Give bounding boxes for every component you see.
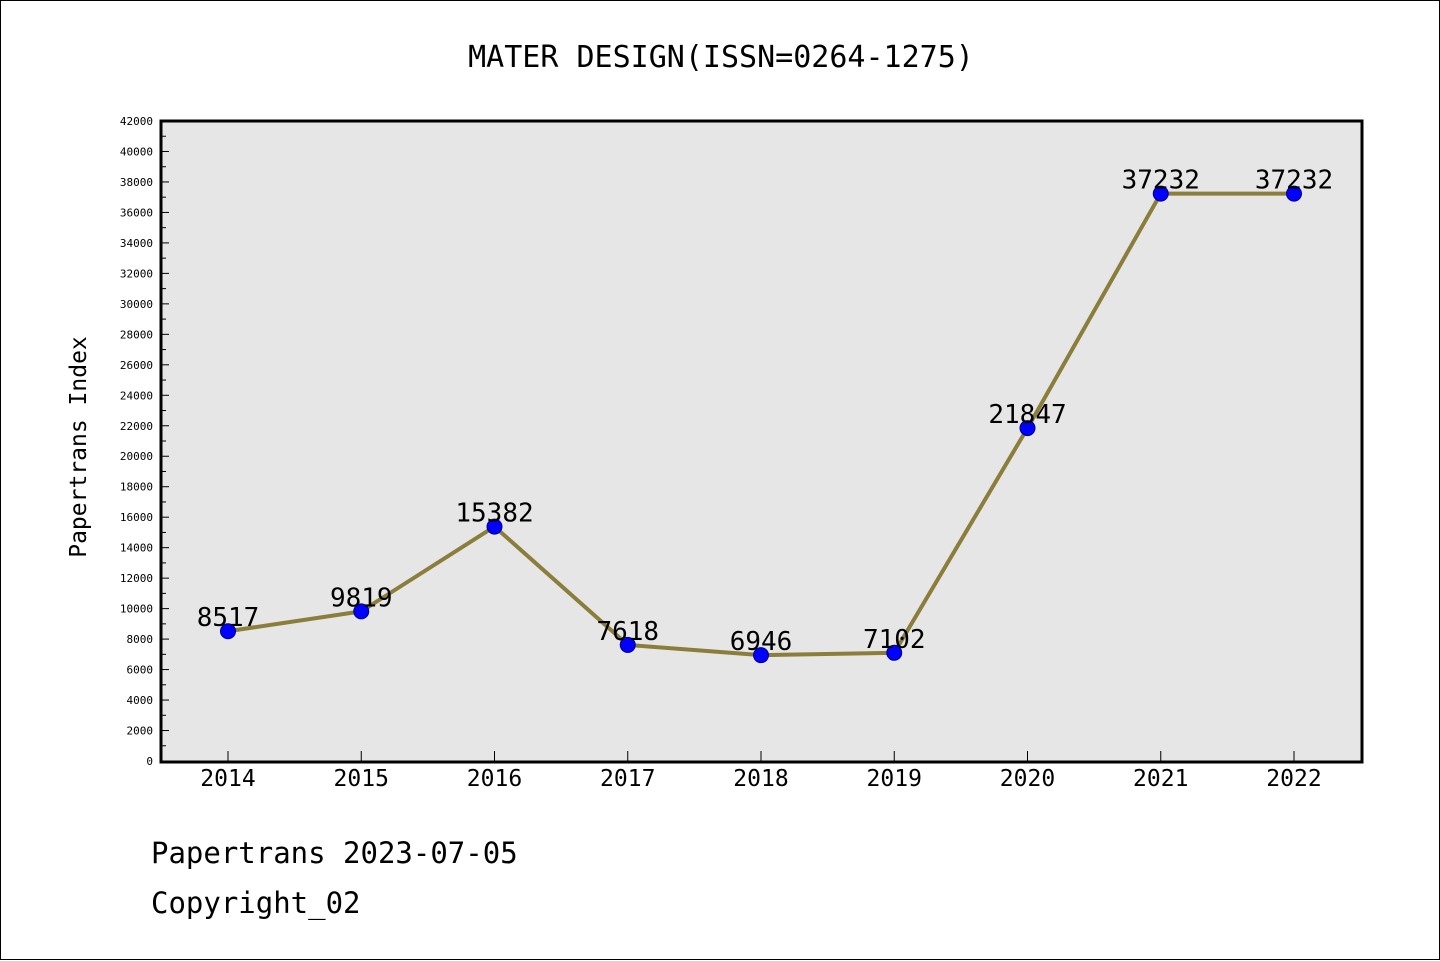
data-label: 37232 <box>1255 166 1333 196</box>
y-tick-label: 20000 <box>120 450 153 463</box>
y-tick-label: 30000 <box>120 298 153 311</box>
data-point-marker <box>353 603 370 620</box>
data-label: 37232 <box>1122 166 1200 196</box>
y-tick-label: 16000 <box>120 511 153 524</box>
y-axis: 0 2000 4000 6000 8000 10000 12000 14000 16000 180… <box>120 115 169 768</box>
data-point-marker <box>619 636 636 653</box>
data-label: 9819 <box>330 583 393 613</box>
chart-title: MATER DESIGN(ISSN=0264-1275) <box>468 40 974 75</box>
data-label: 7102 <box>863 625 926 655</box>
data-point-marker <box>486 518 503 535</box>
data-label: 6946 <box>730 627 793 657</box>
y-tick-label: 22000 <box>120 420 153 433</box>
data-label: 21847 <box>988 400 1066 430</box>
y-tick-label: 4000 <box>127 694 154 707</box>
y-tick-label: 28000 <box>120 328 153 341</box>
footer-copyright: Copyright_02 <box>151 886 361 920</box>
y-tick-label: 14000 <box>120 542 153 555</box>
data-point-marker <box>1286 185 1302 202</box>
plot-area <box>161 121 1362 762</box>
footer-date: Papertrans 2023-07-05 <box>151 836 518 870</box>
data-label: 8517 <box>197 603 260 633</box>
data-point-marker <box>220 623 236 640</box>
y-tick-label: 36000 <box>120 206 153 219</box>
y-tick-label: 38000 <box>120 176 153 189</box>
y-tick-label: 0 <box>146 755 153 768</box>
y-tick-label: 6000 <box>127 664 154 677</box>
x-tick-label: 2015 <box>334 766 389 792</box>
y-tick-label: 26000 <box>120 359 153 372</box>
x-tick-label: 2019 <box>867 766 922 792</box>
y-tick-label: 10000 <box>120 603 153 616</box>
data-point-marker <box>753 647 769 664</box>
y-tick-label: 34000 <box>120 237 153 250</box>
x-tick-label: 2017 <box>600 766 655 792</box>
marker-group <box>220 185 1302 664</box>
data-point-marker <box>1152 185 1169 202</box>
data-label: 15382 <box>455 499 533 529</box>
x-axis: 2014 2015 2016 2017 2018 2019 2020 2021 2022 <box>200 751 1322 792</box>
x-tick-label: 2016 <box>467 766 522 792</box>
x-tick-label: 2018 <box>733 766 788 792</box>
y-tick-label: 12000 <box>120 572 153 585</box>
data-label: 7618 <box>596 617 659 647</box>
y-tick-label: 40000 <box>120 145 153 158</box>
x-tick-label: 2014 <box>200 766 255 792</box>
data-label-group: 8517 9819 15382 7618 6946 7102 21847 37232 37232 <box>197 166 1333 658</box>
x-tick-label: 2020 <box>1000 766 1055 792</box>
y-tick-label: 32000 <box>120 267 153 280</box>
y-tick-label: 24000 <box>120 389 153 402</box>
x-tick-label: 2022 <box>1266 766 1321 792</box>
y-axis-label: Papertrans Index <box>66 336 92 558</box>
y-tick-label: 18000 <box>120 481 153 494</box>
data-point-marker <box>1019 420 1036 437</box>
y-tick-label: 8000 <box>127 633 154 646</box>
y-tick-label: 42000 <box>120 115 153 128</box>
data-point-marker <box>886 644 903 661</box>
x-tick-label: 2021 <box>1133 766 1188 792</box>
plot-border <box>159 119 1364 764</box>
y-tick-label: 2000 <box>127 725 154 738</box>
